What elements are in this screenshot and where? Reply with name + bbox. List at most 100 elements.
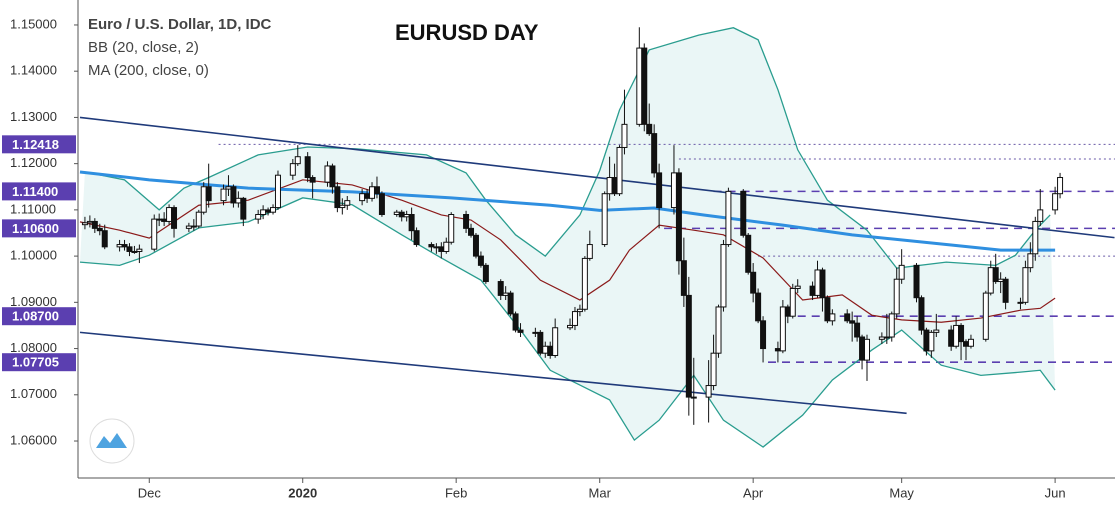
candle-body xyxy=(126,246,133,252)
candle-body xyxy=(190,225,197,228)
candle-body xyxy=(373,186,380,195)
candle-body xyxy=(809,285,816,296)
candle-body xyxy=(859,336,866,361)
level-label-box xyxy=(2,353,76,372)
candle-body xyxy=(364,193,371,199)
y-tick-label: 1.15000 xyxy=(10,16,57,31)
candle-body xyxy=(784,306,791,317)
candle-body xyxy=(96,227,103,232)
candle-body xyxy=(309,177,316,183)
legend-symbol: Euro / U.S. Dollar, 1D, IDC xyxy=(88,16,272,33)
candle-body xyxy=(517,329,524,333)
candle-body xyxy=(616,146,623,195)
x-tick-label: Dec xyxy=(138,485,162,500)
candle-body xyxy=(898,264,905,280)
candle-body xyxy=(502,292,509,296)
legend-bb: BB (20, close, 2) xyxy=(88,39,199,56)
y-tick-label: 1.06000 xyxy=(10,432,57,447)
level-label-box xyxy=(2,219,76,238)
x-tick-label: Feb xyxy=(445,485,467,500)
candle-body xyxy=(1057,177,1064,195)
candle-body xyxy=(948,329,955,347)
candle-body xyxy=(369,186,376,199)
candle-body xyxy=(507,292,514,315)
candle-body xyxy=(953,324,960,347)
candle-body xyxy=(91,220,98,229)
candle-body xyxy=(403,213,410,218)
candle-body xyxy=(86,220,93,224)
y-tick-label: 1.12000 xyxy=(10,155,57,170)
candle-body xyxy=(547,345,554,356)
level-label: 1.07705 xyxy=(12,355,59,370)
candle-body xyxy=(225,186,232,190)
candle-body xyxy=(888,313,895,338)
x-tick-label: Apr xyxy=(743,485,764,500)
candle-body xyxy=(680,260,687,296)
candle-body xyxy=(443,241,450,252)
candle-body xyxy=(304,156,311,179)
candle-body xyxy=(601,193,608,246)
candle-body xyxy=(274,174,281,209)
candle-body xyxy=(230,186,237,204)
candle-body xyxy=(967,338,974,347)
level-label-box xyxy=(2,135,76,154)
candle-body xyxy=(928,331,935,352)
candle-body xyxy=(893,278,900,315)
candle-body xyxy=(448,213,455,243)
candle-body xyxy=(705,385,712,398)
candle-body xyxy=(755,292,762,322)
candle-body xyxy=(745,234,752,273)
candle-body xyxy=(844,313,851,322)
candle-body xyxy=(794,285,801,289)
candle-body xyxy=(883,336,890,339)
candle-body xyxy=(992,267,999,283)
candle-body xyxy=(725,190,732,246)
y-tick-label: 1.08000 xyxy=(10,340,57,355)
candle-body xyxy=(472,234,479,257)
x-tick-label: Jun xyxy=(1045,485,1066,500)
candle-body xyxy=(468,227,475,236)
level-label-box xyxy=(2,307,76,326)
candle-body xyxy=(359,193,366,202)
y-tick-label: 1.11000 xyxy=(10,201,56,216)
candle-body xyxy=(824,297,831,322)
candle-body xyxy=(265,209,272,213)
y-tick-label: 1.13000 xyxy=(10,109,57,124)
level-label-box xyxy=(2,182,76,201)
candle-body xyxy=(81,222,88,226)
candle-body xyxy=(1032,220,1039,255)
candle-body xyxy=(1017,301,1024,304)
x-tick-label: Mar xyxy=(589,485,612,500)
candle-body xyxy=(1037,209,1044,222)
candle-body xyxy=(220,188,227,202)
level-label: 1.12418 xyxy=(12,137,59,152)
candle-body xyxy=(982,292,989,340)
candle-body xyxy=(433,246,440,249)
candle-body xyxy=(1052,193,1059,211)
y-tick-label: 1.07000 xyxy=(10,386,57,401)
candle-body xyxy=(185,225,192,229)
candle-body xyxy=(542,345,549,354)
candle-body xyxy=(567,324,574,329)
candle-body xyxy=(685,294,692,398)
candle-body xyxy=(651,133,658,174)
level-label: 1.11400 xyxy=(12,184,58,199)
candle-body xyxy=(205,186,212,202)
candle-body xyxy=(918,297,925,331)
candle-body xyxy=(586,244,593,259)
candle-body xyxy=(438,246,445,252)
candle-body xyxy=(161,218,168,222)
candle-body xyxy=(270,207,277,213)
candle-body xyxy=(670,172,677,209)
candle-body xyxy=(156,218,163,221)
candle-body xyxy=(997,278,1004,283)
candle-body xyxy=(537,331,544,354)
candle-body xyxy=(933,329,940,333)
candle-body xyxy=(750,271,757,294)
indicator-line xyxy=(84,27,1051,269)
candle-body xyxy=(1002,278,1009,303)
candle-body xyxy=(240,197,247,220)
y-tick-label: 1.14000 xyxy=(10,63,57,78)
candle-body xyxy=(344,200,351,206)
candle-body xyxy=(324,165,331,183)
